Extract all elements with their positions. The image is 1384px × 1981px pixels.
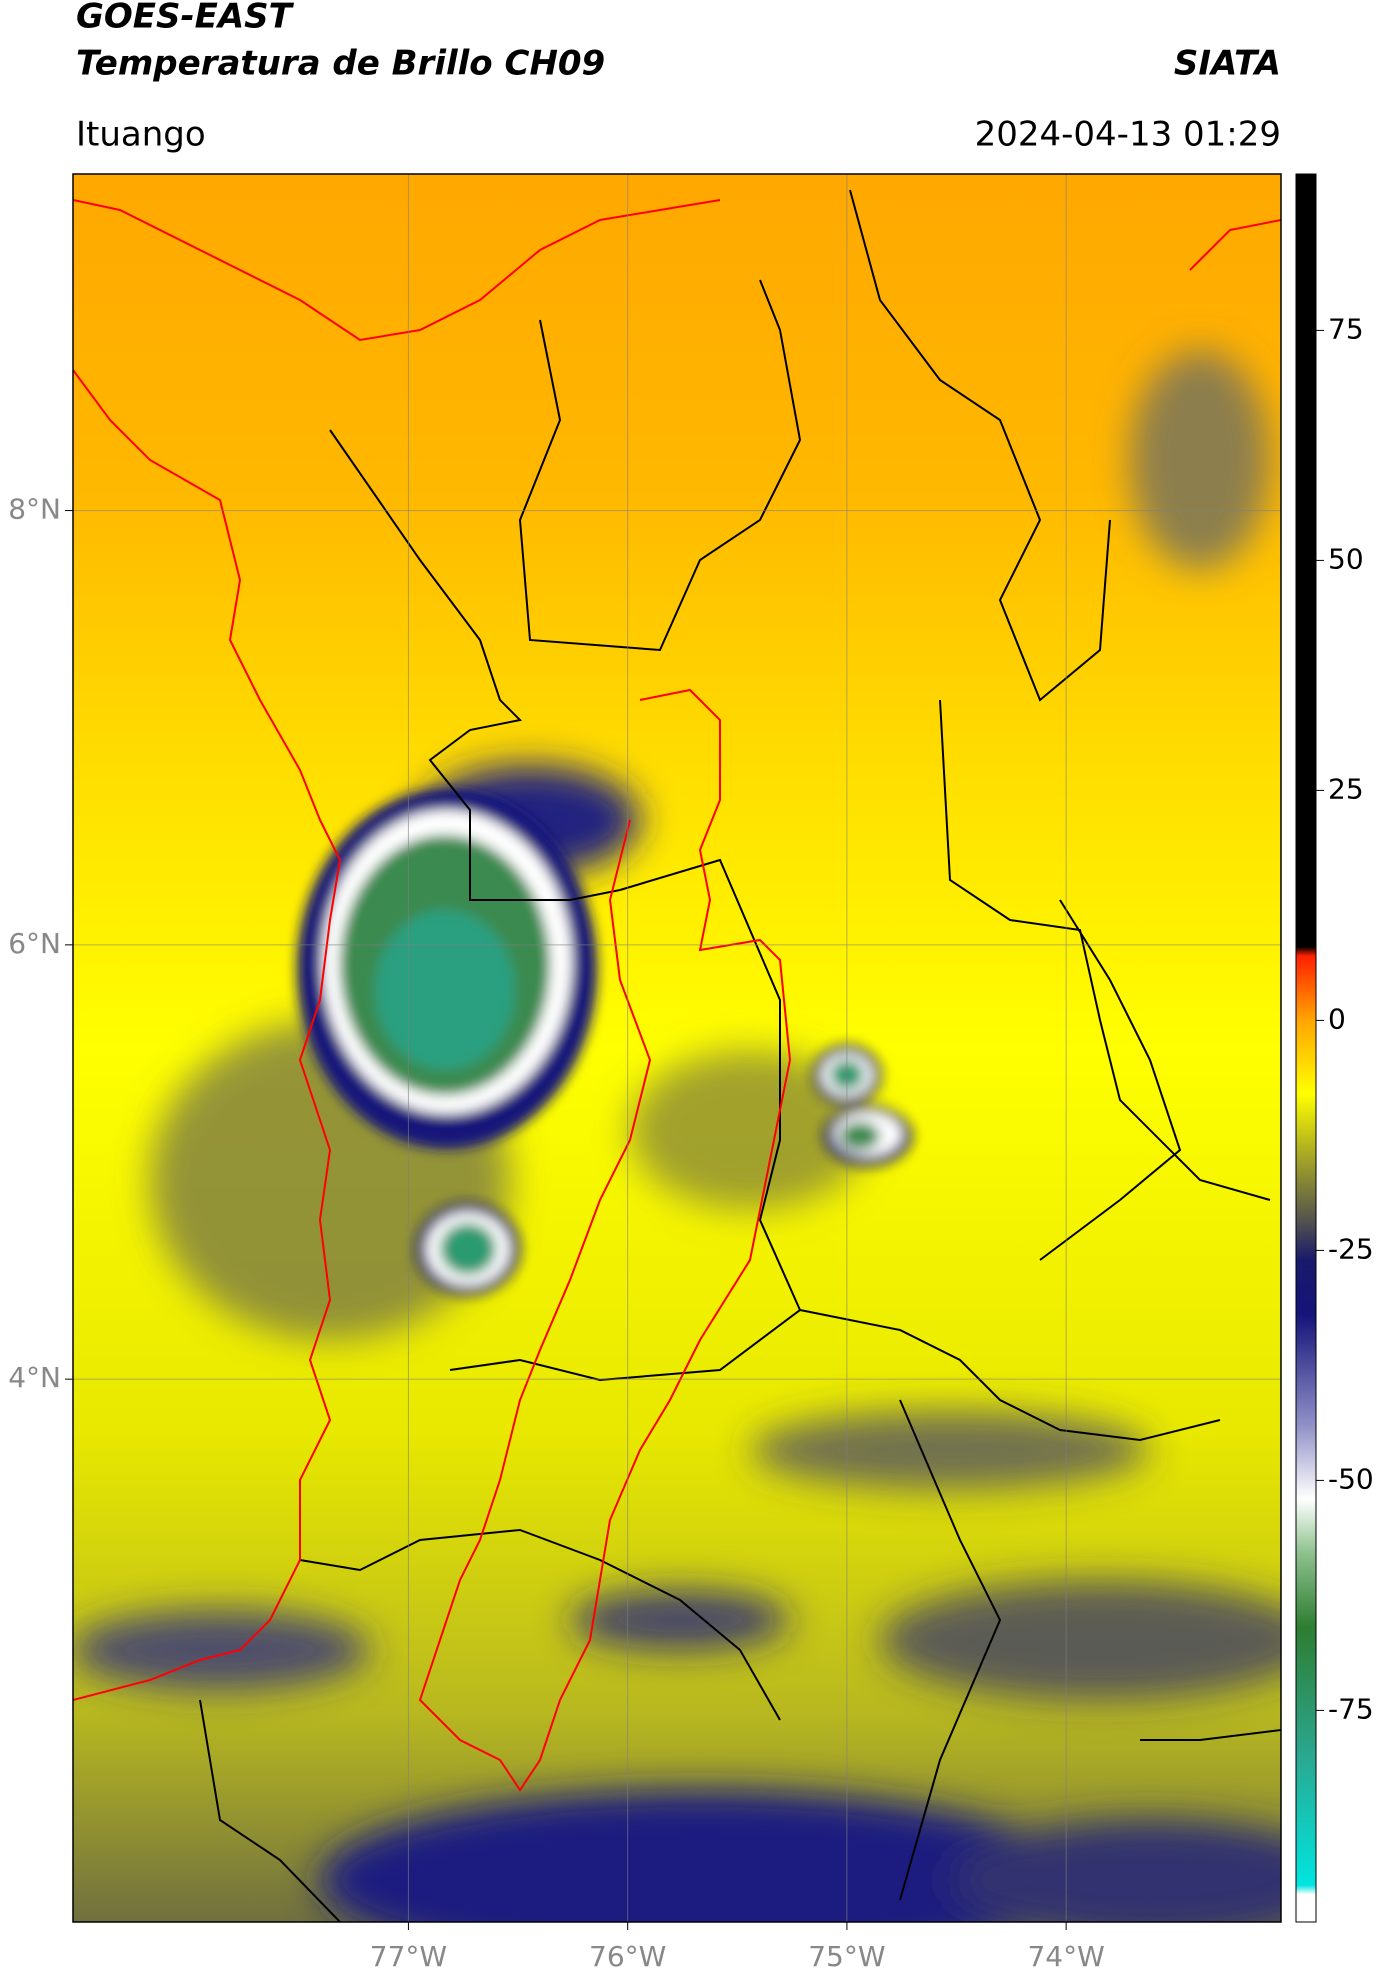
datetime: 2024-04-13 01:29 [975,115,1281,155]
lon-tick-label: 75°W [808,1940,885,1973]
source: SIATA [1174,44,1281,84]
colorbar-tick-label: -50 [1328,1462,1374,1495]
colorbar-tick-label: 75 [1328,312,1364,345]
lon-tick-label: 76°W [589,1940,666,1973]
colorbar-tick-label: 50 [1328,542,1364,575]
product: Temperatura de Brillo CH09 [76,44,605,84]
map-image [73,174,1281,1922]
colorbar-tick-label: 0 [1328,1002,1346,1035]
lon-tick-label: 74°W [1027,1940,1104,1973]
colorbar-tick-label: 25 [1328,772,1364,805]
lat-tick-label: 6°N [8,927,61,960]
lat-tick-label: 4°N [8,1361,61,1394]
lat-tick-label: 8°N [8,493,61,526]
colorbar-tick-label: -75 [1328,1692,1374,1725]
map-frame [72,173,1282,1923]
grid [73,174,1281,1922]
colorbar [1295,173,1317,1923]
satellite: GOES-EAST [76,0,295,37]
lon-tick-label: 77°W [370,1940,447,1973]
region: Ituango [76,115,206,155]
colorbar-tick-label: -25 [1328,1232,1374,1265]
